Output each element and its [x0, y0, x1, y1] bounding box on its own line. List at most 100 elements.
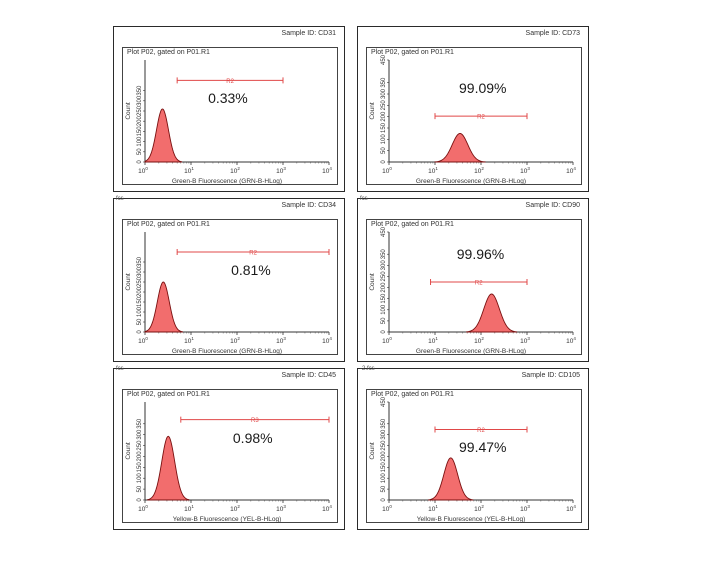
- x-axis-label: Green-B Fluorescence (GRN-B-HLog): [416, 178, 526, 185]
- histogram-svg: 100 101 102 103 104050100150200250300350Coun…: [125, 232, 332, 355]
- y-axis-label: Count: [369, 102, 376, 120]
- y-tick-label: 350: [381, 77, 387, 88]
- sample-id: Sample ID: CD31: [281, 30, 336, 37]
- y-tick-label: 100: [381, 134, 387, 145]
- x-axis-label: Green-B Fluorescence (GRN-B-HLog): [172, 178, 282, 185]
- histogram-peak: [144, 108, 183, 163]
- x-tick-label: 104: [322, 336, 332, 345]
- y-tick-label: 0: [137, 498, 143, 502]
- x-tick-label: 101: [428, 336, 438, 345]
- y-tick-label: 200: [381, 451, 387, 462]
- x-axis-label: Green-B Fluorescence (GRN-B-HLog): [416, 348, 526, 355]
- file-tag: fcs: [116, 366, 124, 372]
- gate-label: R3: [251, 418, 259, 424]
- x-tick-label: 104: [322, 166, 332, 175]
- histogram-svg: 100 101 102 103 104050100150200250300350450C…: [369, 54, 576, 185]
- gate-percent: 0.98%: [232, 429, 273, 446]
- y-tick-label: 200: [381, 282, 387, 293]
- x-tick-label: 101: [428, 166, 438, 175]
- x-tick-label: 104: [322, 504, 332, 513]
- x-axis-label: Yellow-B Fluorescence (YEL-B-HLog): [417, 516, 526, 523]
- gate-percent: 99.09%: [459, 80, 507, 97]
- x-tick-label: 104: [566, 166, 576, 175]
- y-tick-label: 50: [381, 485, 387, 492]
- y-tick-label: 150: [381, 293, 387, 304]
- x-axis-label: Yellow-B Fluorescence (YEL-B-HLog): [173, 516, 282, 523]
- y-tick-label: 200: [137, 116, 143, 127]
- x-tick-label: 101: [184, 166, 194, 175]
- y-tick-label: 250: [137, 276, 143, 287]
- plot-frame: Plot P02, gated on P01.R1 100 101 102 103 104…: [122, 219, 338, 355]
- plot-frame: Plot P02, gated on P01.R1 100 101 102 103 104…: [122, 389, 338, 523]
- x-tick-label: 101: [428, 504, 438, 513]
- x-tick-label: 102: [474, 504, 484, 513]
- y-tick-label: 350: [137, 256, 143, 267]
- histogram-panel: Sample ID: CD31 Plot P02, gated on P01.R1…: [113, 26, 345, 192]
- y-tick-label: 100: [137, 136, 143, 147]
- file-tag: -2.fcs: [360, 366, 375, 372]
- y-tick-label: 250: [381, 100, 387, 111]
- gate-percent: 0.81%: [231, 262, 271, 278]
- y-tick-label: 0: [137, 160, 143, 164]
- x-tick-label: 102: [230, 166, 240, 175]
- x-tick-label: 104: [566, 336, 576, 345]
- histogram-svg: 100 101 102 103 104050100150200250300350450C…: [369, 226, 576, 355]
- y-tick-label: 150: [381, 122, 387, 133]
- y-tick-label: 350: [381, 418, 387, 429]
- histogram-peak: [144, 281, 183, 333]
- histogram-peak: [428, 457, 474, 501]
- x-axis-label: Green-B Fluorescence (GRN-B-HLog): [172, 348, 282, 355]
- sample-id: Sample ID: CD34: [281, 202, 336, 209]
- histogram-panel: Sample ID: CD45 fcs Plot P02, gated on P01…: [113, 366, 345, 530]
- y-tick-label: 300: [381, 429, 387, 440]
- plot-title: Plot P02, gated on P01.R1: [371, 49, 454, 56]
- y-tick-label: 300: [137, 95, 143, 106]
- y-tick-label: 100: [137, 306, 143, 317]
- y-tick-label: 150: [137, 126, 143, 137]
- y-axis-label: Count: [125, 102, 132, 120]
- y-tick-label: 50: [137, 485, 143, 492]
- plot-title: Plot P02, gated on P01.R1: [371, 221, 454, 228]
- histogram-peak: [466, 293, 518, 333]
- gate-label: R2: [477, 428, 485, 434]
- y-tick-label: 100: [381, 304, 387, 315]
- x-tick-label: 100: [138, 166, 148, 175]
- y-tick-label: 150: [381, 462, 387, 473]
- y-tick-label: 450: [381, 396, 387, 407]
- histogram-panel: Sample ID: CD73 Plot P02, gated on P01.R1…: [357, 26, 589, 192]
- gate-label: R2: [477, 115, 485, 121]
- y-tick-label: 250: [137, 440, 143, 451]
- y-axis-label: Count: [369, 442, 376, 460]
- x-tick-label: 101: [184, 336, 194, 345]
- y-tick-label: 350: [381, 249, 387, 260]
- histogram-panel: Sample ID: CD34 fcs Plot P02, gated on P01…: [113, 196, 345, 362]
- y-tick-label: 200: [137, 451, 143, 462]
- plot-frame: Plot P02, gated on P01.R1 100 101 102 103 104…: [366, 389, 582, 523]
- sample-id: Sample ID: CD73: [525, 30, 580, 37]
- histogram-peak: [147, 435, 190, 501]
- y-tick-label: 250: [381, 440, 387, 451]
- histogram-svg: 100 101 102 103 104050100150200250300350450C…: [369, 396, 576, 523]
- y-tick-label: 0: [381, 330, 387, 334]
- x-tick-label: 100: [382, 504, 392, 513]
- plot-frame: Plot P02, gated on P01.R1 100 101 102 103 104…: [122, 47, 338, 185]
- histogram-svg: 100 101 102 103 104050100150200250300350Coun…: [125, 402, 332, 523]
- plot-frame: Plot P02, gated on P01.R1 100 101 102 103 104…: [366, 47, 582, 185]
- gate-percent: 99.47%: [459, 439, 507, 456]
- histogram-svg: 100 101 102 103 104050100150200250300350Coun…: [125, 60, 332, 185]
- x-tick-label: 100: [138, 504, 148, 513]
- y-tick-label: 250: [137, 105, 143, 116]
- sample-id: Sample ID: CD90: [525, 202, 580, 209]
- gate-percent: 0.33%: [208, 90, 248, 107]
- sample-id: Sample ID: CD45: [281, 372, 336, 379]
- x-tick-label: 103: [520, 504, 530, 513]
- file-tag: fcs: [360, 196, 368, 202]
- y-tick-label: 450: [381, 54, 387, 65]
- x-tick-label: 103: [520, 166, 530, 175]
- y-tick-label: 50: [381, 147, 387, 154]
- y-tick-label: 100: [137, 473, 143, 484]
- y-tick-label: 300: [381, 88, 387, 99]
- gate-label: R2: [249, 251, 257, 257]
- x-tick-label: 102: [474, 166, 484, 175]
- x-tick-label: 100: [382, 336, 392, 345]
